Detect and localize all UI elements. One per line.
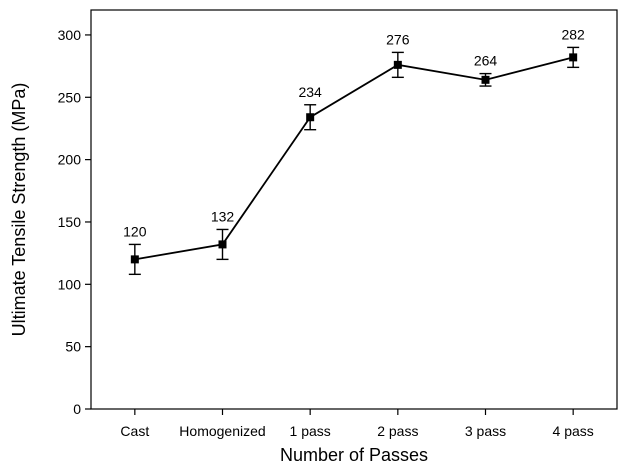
y-tick-label: 250 — [58, 89, 82, 105]
y-tick-label: 300 — [58, 27, 82, 43]
plot-area — [90, 9, 618, 410]
y-tick-label: 100 — [58, 276, 82, 292]
data-point-marker — [130, 255, 139, 264]
x-tick-label: Homogenized — [179, 423, 265, 439]
x-tick-label: 2 pass — [377, 423, 418, 439]
x-axis-title: Number of Passes — [280, 445, 428, 465]
y-tick-label: 150 — [58, 214, 82, 230]
data-value-label: 282 — [561, 26, 585, 42]
data-point-marker — [481, 75, 490, 84]
data-value-label: 132 — [211, 208, 235, 224]
data-point-marker — [393, 60, 402, 69]
data-point-marker — [569, 53, 578, 62]
series-line — [134, 56, 574, 261]
data-value-label: 276 — [386, 31, 410, 47]
y-axis-title: Ultimate Tensile Strength (MPa) — [9, 83, 29, 337]
x-tick-label: Cast — [120, 423, 149, 439]
x-tick-label: 4 pass — [553, 423, 594, 439]
y-tick-label: 200 — [58, 152, 82, 168]
data-value-label: 120 — [123, 223, 147, 239]
x-axis-ticks: Cast Homogenized 1 pass 2 pass 3 pass 4 pass — [120, 409, 594, 439]
series-group: 120 132 234 276 264 282 — [123, 26, 585, 276]
data-point-marker — [306, 113, 315, 122]
data-value-label: 264 — [474, 53, 498, 69]
y-tick-label: 50 — [65, 339, 81, 355]
x-tick-label: 3 pass — [465, 423, 506, 439]
x-tick-label: 1 pass — [290, 423, 331, 439]
y-axis-ticks: 0 50 100 150 200 250 300 — [58, 27, 91, 417]
y-tick-label: 0 — [73, 401, 81, 417]
data-point-marker — [218, 240, 227, 249]
data-value-label: 234 — [298, 84, 322, 100]
